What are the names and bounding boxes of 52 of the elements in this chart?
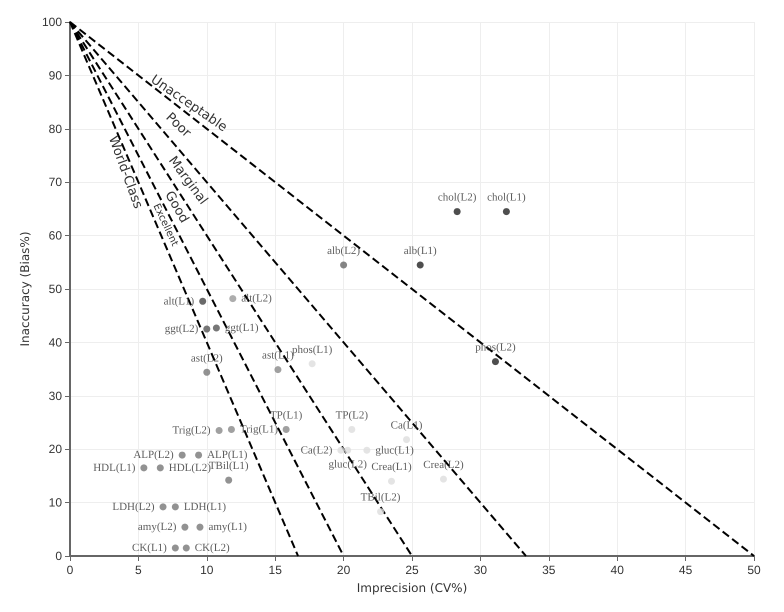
x-tick-label: 40 xyxy=(610,563,624,577)
y-tick-label: 90 xyxy=(48,68,62,82)
x-tick-label: 20 xyxy=(336,563,351,577)
series-label: Crea(L2) xyxy=(423,459,464,472)
series-label: chol(L1) xyxy=(487,192,526,204)
x-tick-label: 15 xyxy=(268,563,282,577)
series-label: gluc(L1) xyxy=(375,444,414,456)
series-label: HDL(L1) xyxy=(93,462,136,474)
series-label: alb(L1) xyxy=(404,244,438,257)
series-label: ggt(L2) xyxy=(164,323,199,336)
y-tick-label: 30 xyxy=(48,388,62,403)
x-tick-label: 35 xyxy=(542,563,556,577)
series-label: TBil(L2) xyxy=(360,492,401,504)
series-label: alb(L2) xyxy=(327,244,360,257)
series-label: TP(L1) xyxy=(270,409,303,422)
series-label: ALP(L2) xyxy=(133,449,174,462)
series-label: ALP(L1) xyxy=(207,449,248,462)
series-label: CK(L1) xyxy=(132,542,168,554)
x-tick-label: 30 xyxy=(474,563,488,577)
series-label: TP(L2) xyxy=(336,409,368,422)
series-label: TBil(L1) xyxy=(208,460,249,472)
x-tick-label: 5 xyxy=(135,563,142,577)
series-label: amy(L2) xyxy=(138,521,177,534)
series-label: LDH(L2) xyxy=(112,500,155,513)
series-label: Trig(L1) xyxy=(240,423,278,436)
x-tick-label: 0 xyxy=(66,563,74,577)
y-tick-label: 60 xyxy=(48,228,62,243)
series-label: CK(L2) xyxy=(194,542,230,554)
x-tick-label: 10 xyxy=(200,563,214,577)
series-label: Trig(L2) xyxy=(172,424,211,437)
y-tick-label: 80 xyxy=(48,122,62,136)
y-axis-title: Inaccuracy (Bias%) xyxy=(18,231,32,347)
x-axis-title: Imprecision (CV%) xyxy=(356,581,468,595)
series-label: ggt(L1) xyxy=(224,322,259,334)
y-tick-label: 70 xyxy=(48,175,62,190)
y-tick-label: 50 xyxy=(48,282,62,296)
x-tick-label: 45 xyxy=(678,563,693,577)
series-label: phos(L2) xyxy=(475,342,516,354)
series-label: amy(L1) xyxy=(208,521,248,534)
series-label: Crea(L1) xyxy=(371,461,412,474)
series-label: phos(L1) xyxy=(292,344,333,356)
y-tick-label: 0 xyxy=(55,549,62,563)
y-tick-label: 100 xyxy=(42,15,62,29)
series-label: Ca(L2) xyxy=(300,444,333,456)
x-tick-label: 50 xyxy=(747,563,761,577)
series-label: LDH(L1) xyxy=(184,500,226,513)
series-label: chol(L2) xyxy=(438,192,477,204)
y-tick-label: 20 xyxy=(48,442,62,456)
x-tick-label: 25 xyxy=(405,563,419,577)
series-label: gluc(L2) xyxy=(328,458,368,470)
y-tick-label: 10 xyxy=(48,496,62,510)
y-tick-label: 40 xyxy=(48,335,62,350)
